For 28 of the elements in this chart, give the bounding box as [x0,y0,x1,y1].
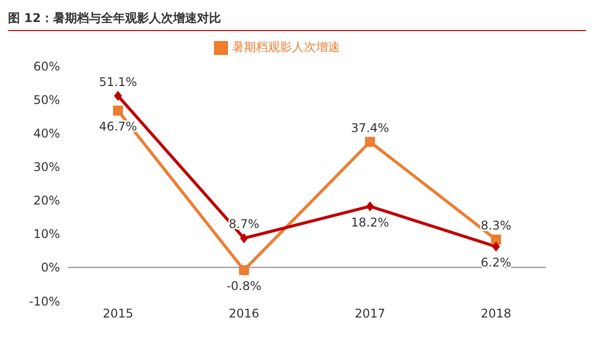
y-tick-label: -10% [28,294,60,308]
point [491,234,501,245]
point [114,90,122,101]
data-label: 51.1% [98,74,138,89]
point [366,201,374,212]
point [492,242,500,252]
data-label: 6.2% [480,256,512,270]
data-label: 37.4% [350,120,390,135]
data-label: 18.2% [350,215,390,230]
y-tick-label: 30% [33,160,60,174]
y-tick-label: 20% [33,194,60,208]
point [113,106,123,116]
y-tick-label: 10% [33,227,60,242]
data-label: -0.8% [226,279,262,294]
y-tick-label: 60% [33,59,60,74]
x-tick-label: 2017 [354,306,386,321]
data-label: 8.3% [480,218,512,233]
legend-label: 暑期档观影人次增速 [232,40,340,54]
x-tick-label: 2015 [102,306,134,321]
y-tick-label: 50% [33,92,60,107]
x-tick-label: 2016 [228,306,260,321]
y-tick-label: 0% [40,260,60,275]
y-tick-label: 40% [33,126,60,140]
point [239,265,249,276]
point [240,233,248,244]
x-tick-label: 2018 [480,306,512,321]
point [365,136,375,147]
chart-title: 图 12：暑期档与全年观影人次增速对比 [8,8,586,31]
